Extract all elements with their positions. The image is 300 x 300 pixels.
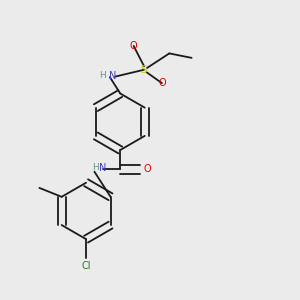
Text: N: N	[109, 71, 116, 81]
Text: H: H	[92, 163, 98, 172]
Text: S: S	[141, 65, 147, 75]
Text: Cl: Cl	[81, 261, 91, 271]
Text: H: H	[99, 71, 106, 80]
Text: O: O	[143, 164, 151, 174]
Text: O: O	[158, 78, 166, 88]
Text: N: N	[99, 163, 106, 173]
Text: O: O	[130, 41, 137, 51]
